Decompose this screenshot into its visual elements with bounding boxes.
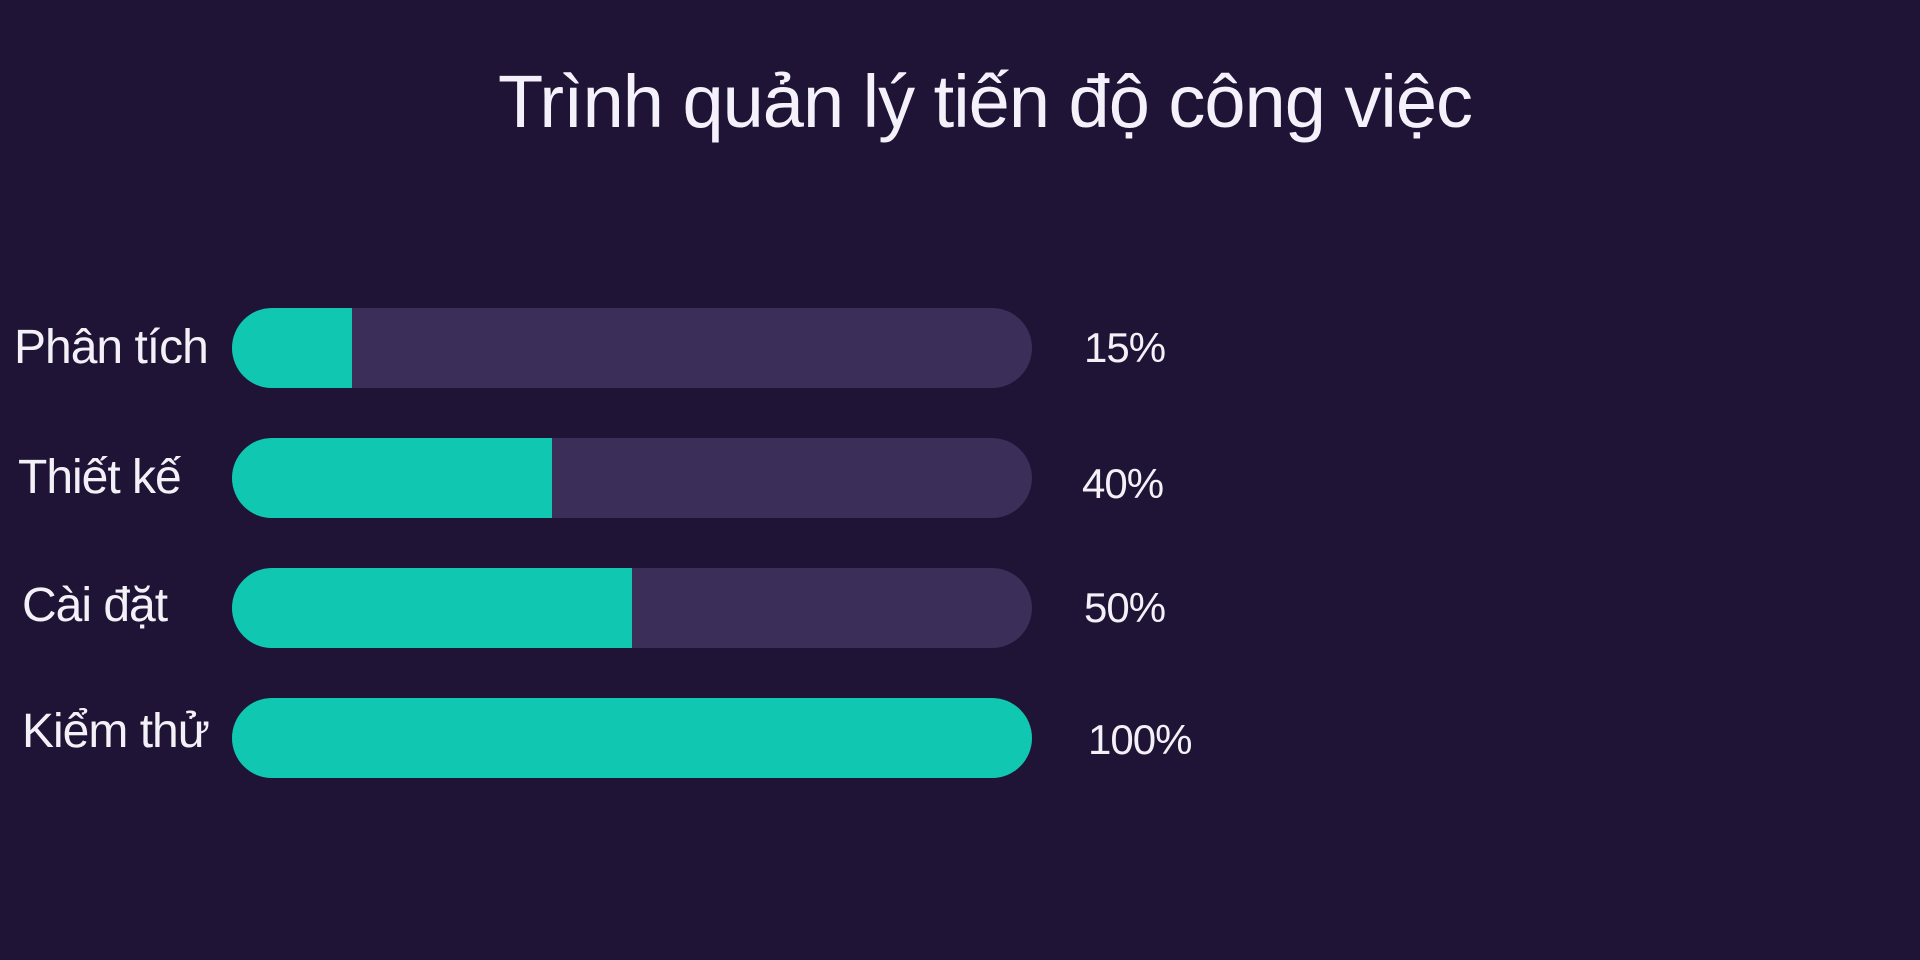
category-label: Phân tích bbox=[14, 321, 209, 374]
progress-track bbox=[232, 308, 1032, 388]
progress-row: Cài đặt 50% bbox=[0, 568, 1920, 648]
value-label: 100% bbox=[1088, 716, 1192, 763]
value-label: 40% bbox=[1082, 460, 1164, 507]
progress-track bbox=[232, 438, 1032, 518]
progress-fill bbox=[232, 568, 632, 648]
progress-track bbox=[232, 698, 1032, 778]
category-label: Cài đặt bbox=[22, 579, 168, 632]
progress-fill bbox=[232, 308, 352, 388]
progress-row: Phân tích 15% bbox=[0, 308, 1920, 388]
chart-title: Trình quản lý tiến độ công việc bbox=[497, 60, 1473, 143]
category-label: Thiết kế bbox=[18, 451, 182, 504]
value-label: 50% bbox=[1084, 584, 1166, 631]
progress-row: Kiểm thử 100% bbox=[0, 698, 1920, 778]
progress-row: Thiết kế 40% bbox=[0, 438, 1920, 518]
category-label: Kiểm thử bbox=[22, 705, 210, 758]
value-label: 15% bbox=[1084, 324, 1166, 371]
progress-track bbox=[232, 568, 1032, 648]
progress-fill bbox=[232, 698, 1032, 778]
progress-fill bbox=[232, 438, 552, 518]
